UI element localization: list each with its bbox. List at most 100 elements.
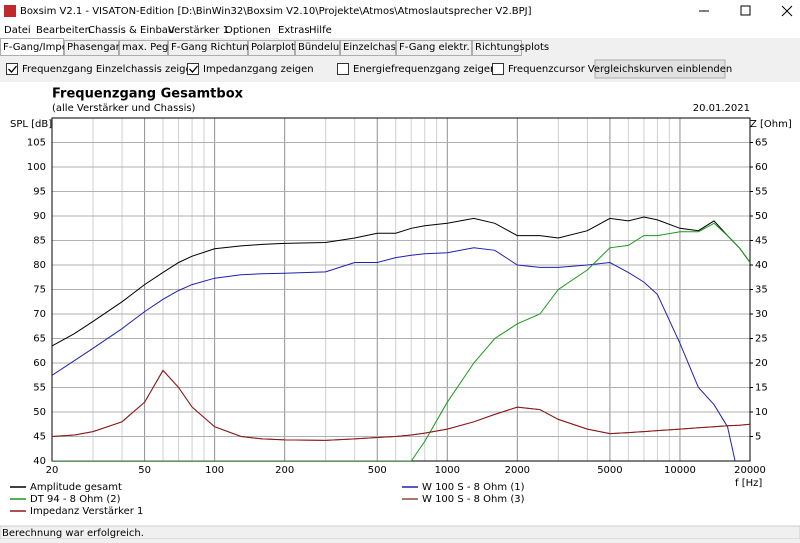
x-tick-label: 2000	[505, 465, 530, 476]
y-tick-label: 55	[33, 383, 46, 394]
tab[interactable]	[472, 40, 522, 56]
y-tick-label: 90	[33, 211, 46, 222]
x-tick-label: 1000	[435, 465, 460, 476]
y2-tick-label: 35	[755, 285, 768, 296]
y-tick-label: 105	[27, 138, 46, 149]
y2-tick-label: 20	[755, 358, 768, 369]
checkmark	[8, 65, 17, 73]
tab-label[interactable]: Polarplots	[251, 42, 300, 53]
checkbox-label[interactable]: Frequenzgang Einzelchassis zeigen	[22, 64, 198, 75]
x-tick-label: 20000	[734, 465, 766, 476]
y2-tick-label: 10	[755, 407, 768, 418]
menu-item[interactable]: Datei	[4, 25, 31, 36]
y2-axis-label: Z [Ohm]	[750, 119, 792, 130]
chart-title: Frequenzgang Gesamtbox	[52, 87, 244, 102]
y2-tick-label: 60	[755, 162, 768, 173]
y2-tick-label: 30	[755, 309, 768, 320]
checkbox[interactable]	[337, 63, 349, 75]
y-tick-label: 45	[33, 432, 46, 443]
title-bar	[0, 0, 800, 22]
y2-tick-label: 50	[755, 211, 768, 222]
y-tick-label: 75	[33, 285, 46, 296]
status-text: Berechnung war erfolgreich.	[2, 528, 144, 539]
tab-label[interactable]: F-Gang Richtungen	[171, 42, 267, 53]
legend-label: W 100 S - 8 Ohm (3)	[422, 494, 525, 505]
compare-button-label[interactable]: Vergleichskurven einblenden	[588, 64, 733, 75]
y-tick-label: 100	[27, 162, 46, 173]
y2-tick-label: 5	[755, 432, 761, 443]
y2-tick-label: 15	[755, 383, 768, 394]
chart-date: 20.01.2021	[693, 103, 750, 114]
menu-item[interactable]: Optionen	[225, 25, 271, 36]
checkbox[interactable]	[6, 63, 18, 75]
y-tick-label: 50	[33, 407, 46, 418]
x-tick-label: 10000	[664, 465, 696, 476]
tab[interactable]	[295, 40, 340, 56]
y2-tick-label: 65	[755, 138, 768, 149]
y-tick-label: 85	[33, 236, 46, 247]
tab[interactable]	[168, 40, 248, 56]
tab-label[interactable]: F-Gang/Imped.	[3, 42, 77, 53]
chart-subtitle: (alle Verstärker und Chassis)	[52, 103, 196, 114]
tab-label[interactable]: Bündelung	[298, 42, 352, 53]
tab[interactable]	[396, 40, 472, 56]
y2-tick-label: 55	[755, 187, 768, 198]
series-line	[52, 222, 750, 461]
tab-label[interactable]: Einzelchassis	[343, 42, 409, 53]
tab-label[interactable]: Phasengang	[67, 42, 128, 53]
menu-item[interactable]: Extras	[278, 25, 310, 36]
tab-label[interactable]: max. Pegel	[122, 42, 177, 53]
x-tick-label: 500	[368, 465, 387, 476]
series-line	[52, 247, 736, 461]
x-axis-label: f [Hz]	[735, 478, 762, 489]
tab[interactable]	[64, 40, 119, 56]
y2-tick-label: 25	[755, 334, 768, 345]
checkbox[interactable]	[187, 63, 199, 75]
tab-label[interactable]: Richtungsplots	[475, 42, 549, 53]
maximize[interactable]	[740, 5, 751, 16]
checkbox-label[interactable]: Frequenzcursor	[508, 64, 586, 75]
y2-tick-label: 45	[755, 236, 768, 247]
menu-item[interactable]: Bearbeiten	[36, 25, 91, 36]
y-tick-label: 60	[33, 358, 46, 369]
chart-panel	[0, 82, 800, 526]
checkmark	[189, 65, 198, 73]
tab[interactable]	[248, 40, 295, 56]
tab[interactable]	[119, 40, 168, 56]
x-tick-label: 200	[275, 465, 294, 476]
menu-item[interactable]: Chassis & Einbau	[88, 25, 174, 36]
tab[interactable]	[340, 40, 396, 56]
x-tick-label: 20	[46, 465, 59, 476]
x-tick-label: 5000	[597, 465, 622, 476]
y-axis-label: SPL [dB]	[10, 119, 52, 130]
y-tick-label: 70	[33, 309, 46, 320]
y-tick-label: 40	[33, 456, 46, 467]
y-tick-label: 65	[33, 334, 46, 345]
menu-bar	[0, 22, 800, 38]
menu-item[interactable]: Verstärker 1	[168, 25, 229, 36]
checkbox-label[interactable]: Impedanzgang zeigen	[203, 64, 314, 75]
close[interactable]	[781, 5, 793, 17]
app-icon	[4, 5, 16, 17]
y2-tick-label: 40	[755, 260, 768, 271]
menu-item[interactable]: Hilfe	[309, 25, 332, 36]
plot-lines	[52, 216, 750, 461]
tab-label[interactable]: F-Gang elektr.	[399, 42, 470, 53]
x-tick-label: 50	[138, 465, 151, 476]
y-tick-label: 80	[33, 260, 46, 271]
legend-label: DT 94 - 8 Ohm (2)	[30, 494, 121, 505]
compare-button[interactable]	[594, 59, 726, 79]
legend-label: Impedanz Verstärker 1	[30, 506, 143, 517]
window-title: Boxsim V2.1 - VISATON-Edition [D:\BinWin…	[20, 6, 532, 17]
x-tick-label: 100	[205, 465, 224, 476]
series-line	[52, 369, 750, 441]
y-tick-label: 95	[33, 187, 46, 198]
checkbox-label[interactable]: Energiefrequenzgang zeigen	[353, 64, 496, 75]
tab[interactable]	[0, 38, 64, 56]
legend-label: Amplitude gesamt	[30, 482, 122, 493]
series-line	[52, 216, 750, 347]
legend-label: W 100 S - 8 Ohm (1)	[422, 482, 525, 493]
checkbox[interactable]	[492, 63, 504, 75]
